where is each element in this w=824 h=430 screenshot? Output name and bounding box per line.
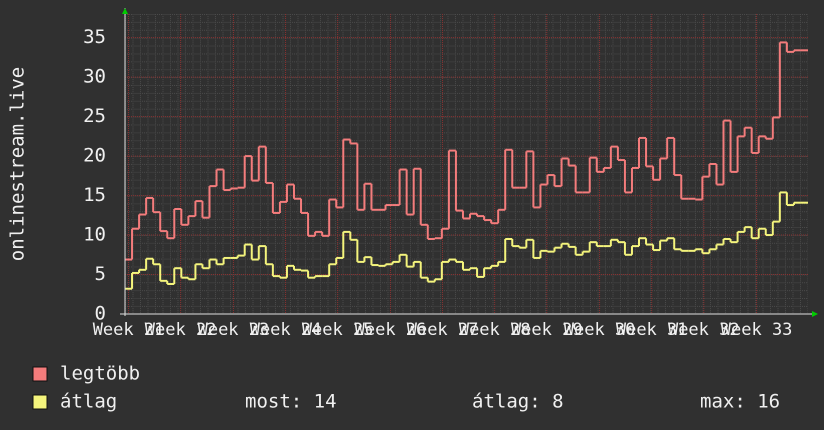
y-tick-label: 20 (83, 145, 106, 167)
legend-label: legtöbb (60, 363, 140, 385)
axis-arrow (812, 311, 818, 317)
y-tick-label: 25 (83, 105, 106, 127)
x-tick-label: Week 25 (302, 320, 374, 340)
x-tick-label: Week 27 (407, 320, 479, 340)
y-tick-label: 35 (83, 26, 106, 48)
step-connector (131, 192, 795, 289)
legend-stat: max: 16 (700, 391, 780, 413)
axis-arrow (122, 8, 128, 14)
y-axis-label: onlinestream.live (7, 67, 29, 261)
x-tick-label: Week 33 (721, 320, 793, 340)
y-tick-label: 30 (83, 66, 106, 88)
x-tick-label: Week 24 (250, 320, 322, 340)
x-tick-label: Week 32 (668, 320, 740, 340)
x-tick-label: Week 23 (198, 320, 270, 340)
x-tick-label: Week 31 (616, 320, 688, 340)
x-tick-label: Week 29 (511, 320, 583, 340)
legend-stat: átlag: 8 (472, 391, 564, 413)
grid (125, 14, 808, 315)
legend-label: átlag (60, 391, 117, 413)
y-tick-label: 0 (95, 303, 106, 325)
x-tick-label: Week 28 (459, 320, 531, 340)
x-tick-label: Week 26 (355, 320, 427, 340)
legend-swatch (32, 366, 48, 382)
minor-grid (125, 14, 808, 314)
plot (125, 41, 808, 290)
y-tick-label: 5 (95, 263, 106, 285)
legend: legtöbb átlag most: 14 átlag: 8 max: 16 (32, 363, 780, 413)
x-tick-label: Week 22 (145, 320, 217, 340)
legend-stat: most: 14 (245, 391, 337, 413)
y-tick-label: 10 (83, 224, 106, 246)
legend-swatch (32, 394, 48, 410)
y-tick-label: 15 (83, 184, 106, 206)
x-tick-label: Week 21 (93, 320, 165, 340)
x-tick-label: Week 30 (564, 320, 636, 340)
